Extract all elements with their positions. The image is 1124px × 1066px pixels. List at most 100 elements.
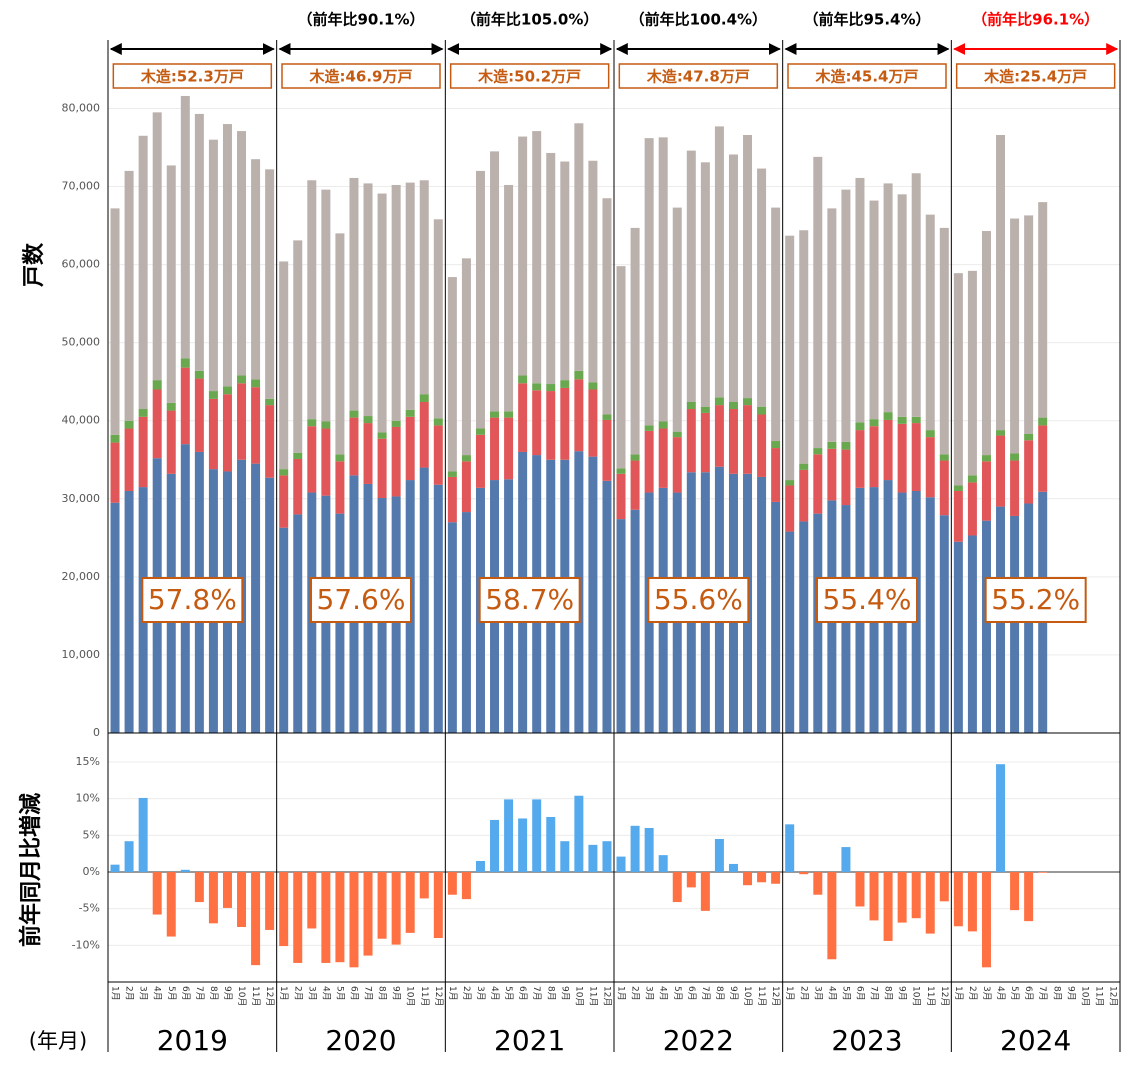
bar-segment (686, 409, 696, 473)
x-tick-label: 7月 (700, 986, 711, 1001)
bar (996, 764, 1006, 872)
bar-segment (602, 419, 612, 481)
bar (166, 872, 176, 937)
bar-segment (630, 460, 640, 510)
bar-segment (152, 389, 162, 459)
bar (490, 819, 500, 872)
x-tick-label: 4月 (489, 986, 500, 1001)
x-tick-label: 8月 (1051, 986, 1062, 1001)
bar-segment (222, 386, 232, 395)
bar-segment (237, 131, 247, 376)
bar-segment (855, 422, 865, 431)
bar-segment (925, 214, 935, 431)
bar-segment (714, 126, 724, 398)
bar (363, 872, 373, 956)
bar-segment (939, 460, 949, 516)
x-tick-label: 8月 (208, 986, 219, 1001)
bar (475, 861, 485, 872)
bar-segment (757, 414, 767, 477)
x-tick-label: 7月 (363, 986, 374, 1001)
x-tick-label: 4月 (658, 986, 669, 1001)
x-tick-label: 7月 (194, 986, 205, 1001)
share-note: 55.4% (823, 583, 912, 616)
bar-segment (490, 417, 500, 481)
y-tick-label: -10% (72, 938, 100, 951)
y-tick-label: 80,000 (62, 101, 101, 114)
wood-box (955, 63, 1116, 89)
bar-segment (771, 501, 781, 733)
bar-segment (911, 416, 921, 424)
bar-segment (799, 463, 809, 470)
x-tick-label: 3月 (306, 986, 317, 1001)
x-tick-label: 5月 (672, 986, 683, 1001)
bar-segment (251, 387, 261, 464)
bar (518, 818, 528, 872)
y-tick-label: 0% (83, 865, 100, 878)
x-tick-label: 9月 (728, 986, 739, 1001)
share-note: 55.2% (991, 583, 1080, 616)
x-tick-label: 1月 (110, 986, 121, 1001)
bar-segment (447, 522, 457, 733)
x-tick-label: 3月 (475, 986, 486, 1001)
bar-segment (560, 380, 570, 388)
bar-segment (546, 384, 556, 392)
x-tick-label: 2月 (124, 986, 135, 1001)
bar-segment (757, 476, 767, 733)
bar (869, 872, 879, 921)
x-tick-label: 1月 (616, 986, 627, 1001)
x-tick-label: 2月 (798, 986, 809, 1001)
bar-segment (1010, 218, 1020, 454)
bar-segment (658, 137, 668, 422)
x-tick-label: 4月 (320, 986, 331, 1001)
bar-segment (827, 208, 837, 442)
share-box (647, 577, 750, 623)
bar-segment (335, 461, 345, 514)
bar-segment (602, 480, 612, 733)
bar (461, 872, 471, 900)
bar-segment (686, 401, 696, 410)
bar (208, 872, 218, 924)
bar-segment (251, 159, 261, 380)
x-tick-label: 11月 (1093, 986, 1104, 1006)
bar (1038, 872, 1048, 873)
bar-segment (293, 452, 303, 459)
x-tick-label: 10月 (1079, 986, 1090, 1006)
y-tick-label: -5% (79, 902, 100, 915)
bar-segment (644, 430, 654, 493)
bar-segment (743, 405, 753, 474)
bar-segment (785, 531, 795, 733)
yoy-note: （前年比95.4%） (803, 11, 930, 29)
bar-segment (616, 473, 626, 520)
bar-segment (953, 485, 963, 491)
share-note: 57.8% (148, 583, 237, 616)
bar-segment (658, 421, 668, 429)
x-tick-label: 11月 (925, 986, 936, 1006)
bar-segment (433, 219, 443, 419)
bar-segment (490, 411, 500, 418)
x-tick-label: 7月 (869, 986, 880, 1001)
bar (321, 872, 331, 963)
y-tick-label: 10% (76, 792, 100, 805)
bar-segment (967, 475, 977, 483)
bar-segment (743, 134, 753, 399)
yoy-note: （前年比100.4%） (630, 11, 767, 29)
bar-segment (897, 194, 907, 417)
x-tick-label: 1月 (784, 986, 795, 1001)
bar-segment (1038, 425, 1048, 492)
x-tick-label: 8月 (714, 986, 725, 1001)
bar-segment (152, 112, 162, 381)
bar-segment (996, 435, 1006, 507)
y-tick-label: 10,000 (62, 648, 101, 661)
bar-segment (363, 423, 373, 484)
bar-segment (560, 161, 570, 381)
bar (377, 872, 387, 939)
bar (447, 872, 457, 895)
bar-segment (785, 235, 795, 481)
bar-segment (265, 398, 275, 406)
bar-segment (1024, 440, 1034, 504)
bar-segment (616, 519, 626, 733)
bar (785, 824, 795, 872)
bar (743, 872, 753, 886)
x-tick-label: 11月 (756, 986, 767, 1006)
x-tick-label: 9月 (222, 986, 233, 1001)
